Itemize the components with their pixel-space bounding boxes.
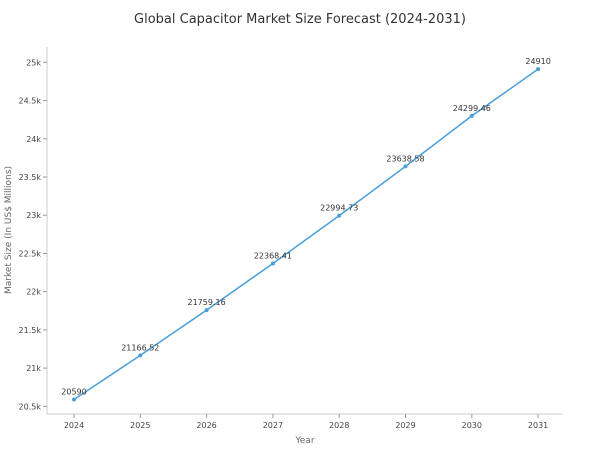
- y-tick-label: 22.5k: [19, 249, 42, 258]
- plot-area: 20.5k 21k 21.5k 22k 22.5k 23k 23.5k 24k 24.5k 25k…: [19, 47, 563, 430]
- y-axis-title: Market Size (In US$ Millions): [4, 166, 14, 294]
- y-tick-label: 21k: [26, 364, 41, 373]
- x-tick-label: 2027: [263, 421, 283, 430]
- y-tick-label: 25k: [26, 58, 41, 67]
- data-point: [138, 353, 143, 358]
- x-tick-label: 2025: [130, 421, 150, 430]
- data-point: [469, 113, 474, 118]
- y-tick-label: 23.5k: [19, 173, 42, 182]
- y-tick-label: 20.5k: [19, 402, 42, 411]
- data-point: [337, 213, 342, 218]
- x-tick-label: 2028: [329, 421, 349, 430]
- series-line: [73, 68, 539, 401]
- data-label: 24910: [525, 57, 550, 66]
- y-tick-label: 23k: [26, 211, 41, 220]
- data-points: [72, 67, 541, 402]
- x-tick-label: 2026: [196, 421, 216, 430]
- data-point: [270, 261, 275, 266]
- y-tick-label: 22k: [26, 288, 41, 297]
- data-labels: 20590 21166.52 21759.16 22368.41 22994.73 236…: [61, 57, 551, 396]
- data-label: 21166.52: [121, 343, 159, 352]
- x-axis-title: Year: [294, 436, 314, 446]
- y-tick-label: 21.5k: [19, 326, 42, 335]
- chart-title: Global Capacitor Market Size Forecast (2…: [134, 12, 466, 27]
- data-label: 22368.41: [254, 251, 292, 260]
- data-point: [204, 308, 209, 313]
- data-label: 21759.16: [188, 298, 226, 307]
- y-tick-label: 24.5k: [19, 97, 42, 106]
- x-tick-label: 2029: [395, 421, 415, 430]
- y-tick-label: 24k: [26, 135, 41, 144]
- x-tick-label: 2031: [528, 421, 548, 430]
- data-point: [536, 67, 541, 72]
- y-axis: 20.5k 21k 21.5k 22k 22.5k 23k 23.5k 24k 24.5k 25k: [19, 58, 47, 411]
- data-label: 23638.58: [386, 154, 424, 163]
- x-axis: 2024 2025 2026 2027 2028 2029 2030 2031: [64, 414, 548, 430]
- data-label: 24299.46: [453, 104, 491, 113]
- x-tick-label: 2024: [64, 421, 84, 430]
- data-point: [403, 164, 408, 169]
- data-label: 22994.73: [320, 204, 358, 213]
- data-point: [72, 397, 76, 402]
- x-tick-label: 2030: [462, 421, 482, 430]
- data-label: 20590: [61, 387, 86, 396]
